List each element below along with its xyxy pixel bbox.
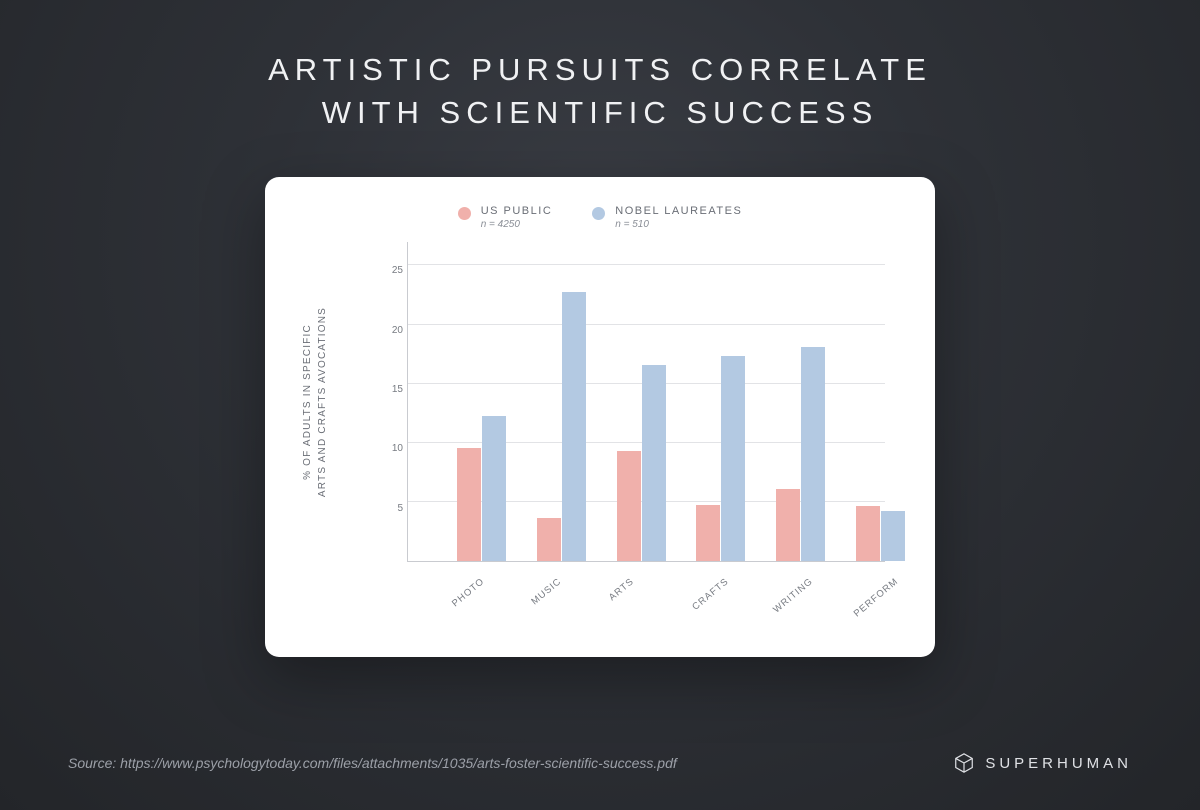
bar-group — [537, 292, 586, 561]
bar — [696, 505, 720, 561]
xtick-label: ARTS — [607, 576, 636, 603]
legend-sublabel: n = 4250 — [481, 219, 553, 230]
page-title: ARTISTIC PURSUITS CORRELATE WITH SCIENTI… — [0, 0, 1200, 135]
superhuman-logo-icon — [953, 752, 975, 774]
legend-item-nobel: NOBEL LAUREATES n = 510 — [592, 205, 742, 230]
xtick-label: PHOTO — [450, 576, 487, 609]
footer: Source: https://www.psychologytoday.com/… — [68, 752, 1132, 774]
brand: SUPERHUMAN — [953, 752, 1132, 774]
bar — [537, 518, 561, 561]
bar — [482, 416, 506, 561]
legend-swatch — [592, 207, 605, 220]
plot-region — [407, 242, 885, 562]
bar-group — [617, 365, 666, 561]
bar — [776, 489, 800, 561]
legend-item-us-public: US PUBLIC n = 4250 — [458, 205, 553, 230]
bar-group — [696, 356, 745, 561]
bar-group — [776, 347, 825, 560]
legend-label: NOBEL LAUREATES — [615, 205, 742, 217]
title-line-1: ARTISTIC PURSUITS CORRELATE — [268, 52, 932, 87]
source-citation: Source: https://www.psychologytoday.com/… — [68, 755, 677, 771]
bar — [562, 292, 586, 561]
xtick-label: CRAFTS — [690, 576, 731, 613]
bar — [457, 448, 481, 561]
chart-area: % OF ADULTS IN SPECIFIC ARTS AND CRAFTS … — [373, 242, 885, 562]
legend-swatch — [458, 207, 471, 220]
bar — [721, 356, 745, 561]
bar — [801, 347, 825, 560]
brand-text: SUPERHUMAN — [985, 755, 1132, 772]
bars-container — [408, 242, 885, 561]
title-line-2: WITH SCIENTIFIC SUCCESS — [322, 95, 879, 130]
bar — [856, 506, 880, 561]
bar — [617, 451, 641, 561]
legend-sublabel: n = 510 — [615, 219, 742, 230]
chart-legend: US PUBLIC n = 4250 NOBEL LAUREATES n = 5… — [295, 205, 905, 230]
xtick-label: PERFORM — [852, 576, 901, 619]
bar-group — [856, 506, 905, 561]
bar — [881, 511, 905, 561]
bar — [642, 365, 666, 561]
chart-card: US PUBLIC n = 4250 NOBEL LAUREATES n = 5… — [265, 177, 935, 657]
legend-label: US PUBLIC — [481, 205, 553, 217]
xtick-label: MUSIC — [529, 576, 563, 607]
y-axis-label: % OF ADULTS IN SPECIFIC ARTS AND CRAFTS … — [300, 252, 330, 552]
xtick-label: WRITING — [771, 576, 815, 615]
bar-group — [457, 416, 506, 561]
